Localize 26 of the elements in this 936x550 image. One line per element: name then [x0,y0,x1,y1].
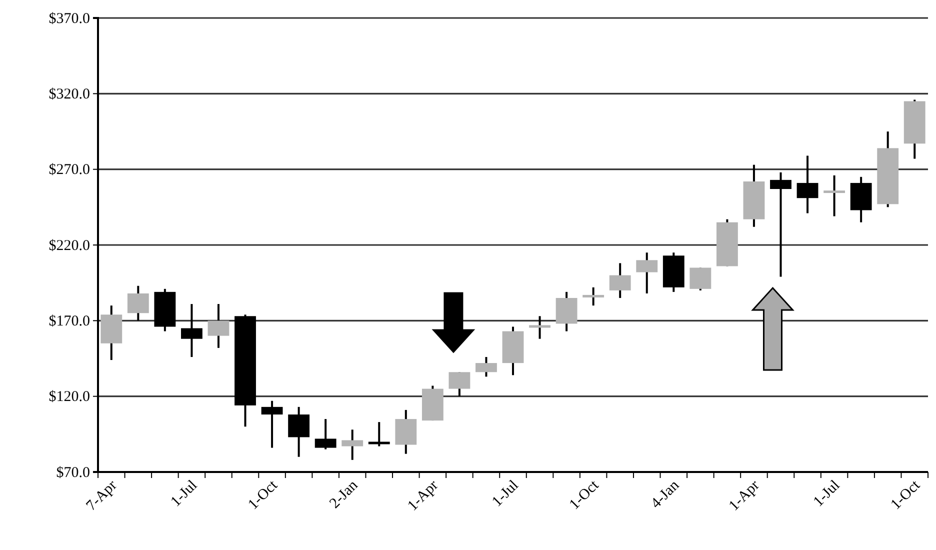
y-tick-label: $370.0 [48,10,90,27]
candlestick [796,154,818,214]
y-tick-label: $270.0 [48,162,90,178]
candlestick [314,418,336,450]
candlestick [636,252,658,294]
y-tick-label: $70.0 [56,464,90,481]
candlestick [824,174,845,218]
candlestick [529,315,550,340]
candlestick [208,303,230,349]
x-tick-label: 4-Jan [648,477,683,512]
y-tick-label: $120.0 [48,389,90,406]
candlestick [368,421,390,448]
candlestick [448,371,470,398]
candlestick [582,286,604,307]
candlestick [181,303,202,358]
candlestick [476,356,497,378]
candlestick [690,266,712,292]
y-tick-label: $320.0 [48,86,90,102]
y-tick-label: $170.0 [48,313,90,330]
y-tick-label: $220.0 [48,238,90,254]
candlestick [288,406,310,458]
candlestick [609,262,631,299]
candlestick [261,400,283,449]
candlestick [770,171,792,278]
candlestick [342,428,364,461]
candlestick [127,284,149,322]
